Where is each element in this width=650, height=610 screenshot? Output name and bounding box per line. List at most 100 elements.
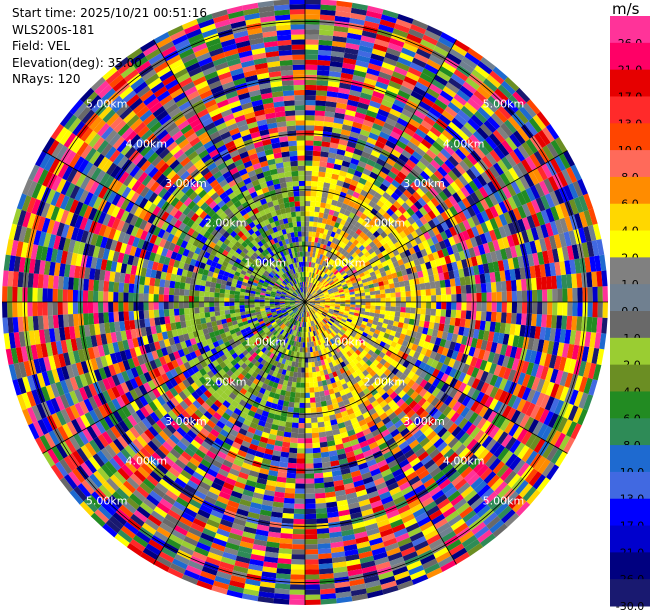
velocity-cell	[325, 269, 331, 275]
velocity-cell	[476, 174, 488, 187]
velocity-cell	[301, 236, 305, 242]
velocity-cell	[342, 285, 349, 290]
velocity-cell	[336, 283, 342, 288]
velocity-cell	[283, 166, 292, 173]
velocity-cell	[362, 257, 369, 264]
velocity-cell	[448, 236, 456, 246]
velocity-cell	[308, 226, 313, 232]
velocity-cell	[541, 163, 553, 179]
velocity-cell	[297, 226, 302, 232]
velocity-cell	[362, 281, 369, 287]
velocity-cell	[158, 309, 165, 318]
velocity-cell	[290, 165, 299, 172]
velocity-cell	[497, 84, 513, 99]
velocity-cell	[564, 216, 574, 232]
velocity-cell	[370, 261, 377, 268]
velocity-cell	[292, 180, 299, 187]
velocity-cell	[498, 213, 508, 226]
velocity-cell	[348, 274, 355, 280]
velocity-cell	[439, 256, 447, 266]
velocity-cell	[525, 187, 536, 202]
velocity-cell	[435, 137, 447, 149]
velocity-cell	[408, 278, 415, 286]
velocity-cell	[383, 219, 392, 228]
velocity-cell	[558, 153, 571, 170]
velocity-cell	[481, 139, 494, 153]
velocity-cell	[283, 95, 295, 102]
velocity-cell	[422, 203, 432, 213]
velocity-cell	[366, 276, 373, 282]
velocity-cell	[375, 298, 381, 302]
velocity-cell	[316, 80, 329, 87]
velocity-cell	[313, 285, 318, 291]
velocity-cell	[505, 280, 512, 292]
velocity-cell	[385, 258, 393, 266]
velocity-cell	[324, 274, 329, 280]
velocity-cell	[195, 278, 202, 286]
velocity-cell	[433, 273, 440, 282]
velocity-cell	[422, 269, 429, 277]
velocity-cell	[409, 181, 420, 192]
velocity-cell	[307, 293, 312, 299]
velocity-cell	[467, 118, 480, 131]
velocity-cell	[550, 139, 564, 156]
velocity-cell	[375, 241, 383, 249]
velocity-cell	[455, 242, 464, 253]
velocity-cell	[520, 278, 527, 291]
velocity-cell	[457, 221, 467, 233]
velocity-cell	[434, 258, 442, 267]
velocity-cell	[308, 295, 314, 300]
velocity-cell	[362, 227, 370, 235]
velocity-cell	[290, 160, 298, 167]
velocity-cell	[325, 275, 330, 281]
velocity-cell	[381, 275, 388, 282]
velocity-cell	[282, 90, 295, 97]
velocity-cell	[549, 158, 562, 174]
velocity-cell	[525, 138, 538, 154]
velocity-cell	[332, 287, 339, 292]
velocity-cell	[299, 195, 305, 202]
velocity-cell	[128, 292, 134, 302]
velocity-cell	[403, 219, 412, 228]
velocity-cell	[184, 314, 191, 321]
velocity-cell	[239, 302, 245, 306]
velocity-cell	[493, 203, 504, 216]
velocity-cell	[158, 302, 164, 310]
velocity-cell	[501, 291, 507, 302]
velocity-cell	[355, 241, 363, 249]
velocity-cell	[484, 208, 495, 220]
velocity-cell	[57, 289, 63, 302]
velocity-cell	[524, 120, 538, 136]
velocity-cell	[342, 264, 349, 271]
velocity-cell	[305, 120, 315, 126]
velocity-cell	[436, 223, 445, 234]
velocity-cell	[460, 105, 474, 119]
velocity-cell	[476, 86, 491, 100]
velocity-cell	[297, 165, 305, 171]
velocity-cell	[315, 105, 326, 112]
velocity-cell	[426, 200, 436, 210]
velocity-cell	[454, 178, 465, 190]
velocity-cell	[374, 211, 383, 220]
velocity-cell	[335, 281, 341, 286]
velocity-cell	[406, 233, 415, 242]
velocity-cell	[492, 261, 500, 272]
velocity-cell	[554, 261, 562, 276]
velocity-cell	[586, 241, 595, 257]
velocity-cell	[317, 176, 325, 183]
velocity-cell	[470, 114, 484, 128]
velocity-cell	[592, 286, 598, 302]
velocity-cell	[330, 282, 336, 287]
velocity-cell	[461, 230, 471, 241]
velocity-cell	[214, 292, 220, 298]
velocity-cell	[194, 284, 201, 291]
velocity-cell	[326, 286, 332, 291]
velocity-cell	[554, 189, 565, 205]
velocity-cell	[333, 269, 339, 275]
velocity-cell	[383, 235, 391, 243]
velocity-cell	[388, 183, 398, 193]
velocity-cell	[315, 100, 327, 107]
velocity-cell	[458, 250, 466, 261]
velocity-cell	[315, 286, 320, 292]
velocity-cell	[546, 123, 560, 140]
